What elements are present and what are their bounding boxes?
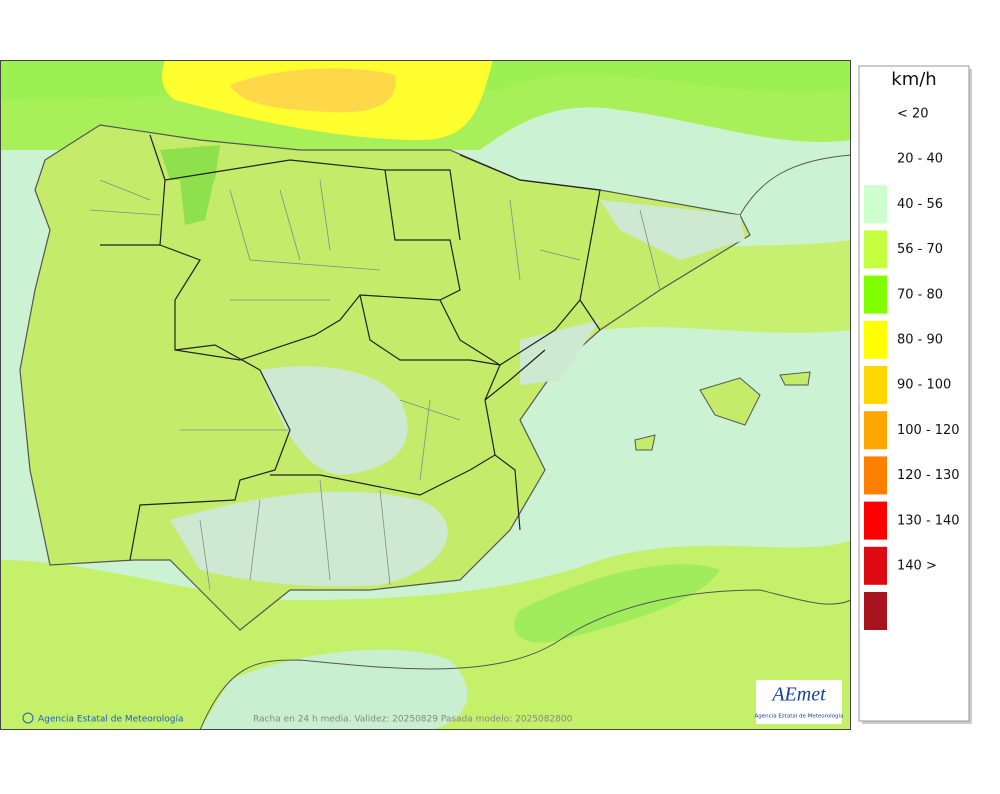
wind-zone — [520, 320, 600, 385]
logo-box — [756, 680, 842, 724]
legend-swatch — [864, 456, 887, 495]
legend-title: km/h — [891, 69, 936, 90]
map: Agencia Estatal de Meteorología Racha en… — [0, 60, 852, 731]
legend-label: 100 - 120 — [897, 423, 960, 438]
legend-swatch — [864, 230, 887, 269]
legend: km/h < 20 20 - 40 40 - 56 56 - 70 70 - 80 80 … — [858, 65, 972, 724]
wind-zone — [260, 366, 408, 475]
legend-label: 20 - 40 — [897, 152, 943, 167]
wind-zone — [230, 68, 396, 113]
map-border — [0, 60, 851, 730]
province-borders — [89, 179, 661, 591]
legend-swatch — [864, 185, 887, 224]
france-coast — [739, 154, 852, 216]
africa-coast — [199, 589, 852, 731]
legend-label: 90 - 100 — [897, 378, 951, 393]
wind-zone — [160, 145, 220, 180]
wind-zone — [600, 200, 745, 260]
copyright-icon — [22, 712, 34, 724]
region-borders — [100, 134, 601, 561]
legend-swatch — [864, 592, 887, 630]
legend-swatch — [864, 366, 887, 404]
legend-label: < 20 — [897, 107, 929, 122]
legend-label: 70 - 80 — [897, 287, 943, 302]
logo-subtitle: Agencia Estatal de Meteorología — [755, 713, 844, 720]
islands — [634, 371, 811, 451]
legend-swatch — [864, 320, 887, 359]
legend-label: 120 - 130 — [897, 468, 960, 483]
legend-label: 40 - 56 — [897, 197, 943, 212]
caption: Racha en 24 h media. Validez: 20250829 P… — [253, 715, 573, 725]
legend-label: 140 > — [897, 559, 937, 574]
logo-name: AEmet — [770, 684, 826, 706]
credit: Agencia Estatal de Meteorología — [38, 715, 184, 725]
wind-zone — [200, 649, 468, 730]
legend-swatch — [864, 275, 887, 314]
legend-label: 56 - 70 — [897, 242, 943, 257]
wind-zone — [180, 175, 215, 225]
legend-swatch — [864, 411, 887, 450]
wind-zone — [170, 491, 448, 587]
legend-swatch — [864, 546, 887, 585]
wind-zone — [514, 564, 720, 643]
legend-label: 130 - 140 — [897, 513, 960, 528]
legend-swatch — [864, 501, 887, 540]
legend-label: 80 - 90 — [897, 333, 943, 348]
